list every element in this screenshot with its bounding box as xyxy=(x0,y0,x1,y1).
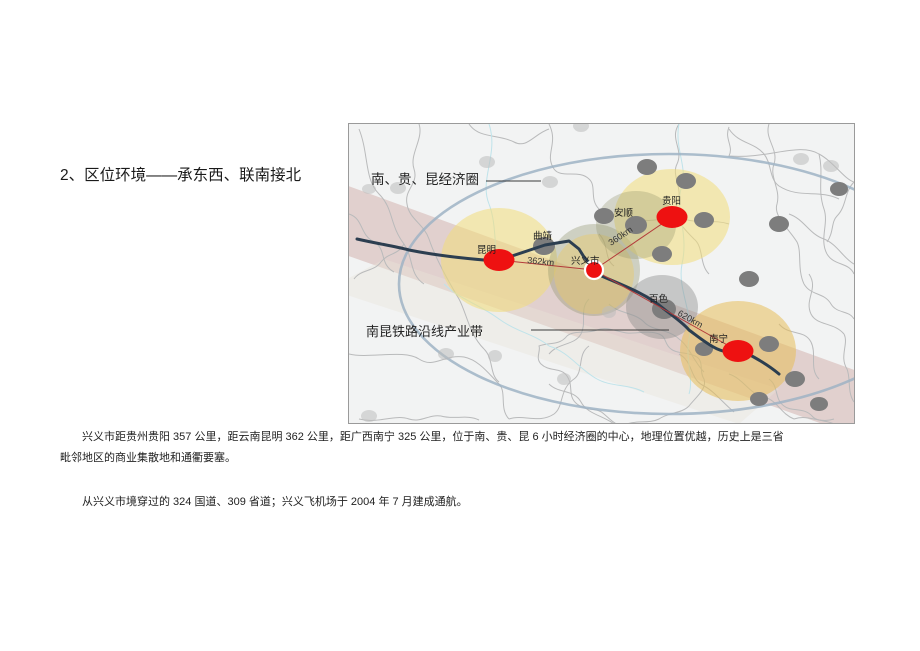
svg-text:兴义市: 兴义市 xyxy=(571,255,600,267)
svg-text:贵阳: 贵阳 xyxy=(662,195,681,207)
svg-text:昆明: 昆明 xyxy=(477,245,496,256)
svg-text:安顺: 安顺 xyxy=(614,207,634,219)
svg-text:百色: 百色 xyxy=(649,293,669,305)
svg-text:曲靖: 曲靖 xyxy=(533,230,553,242)
svg-text:南宁: 南宁 xyxy=(709,333,728,345)
svg-text:南、贵、昆经济圈: 南、贵、昆经济圈 xyxy=(371,172,479,187)
svg-text:南昆铁路沿线产业带: 南昆铁路沿线产业带 xyxy=(366,324,483,339)
